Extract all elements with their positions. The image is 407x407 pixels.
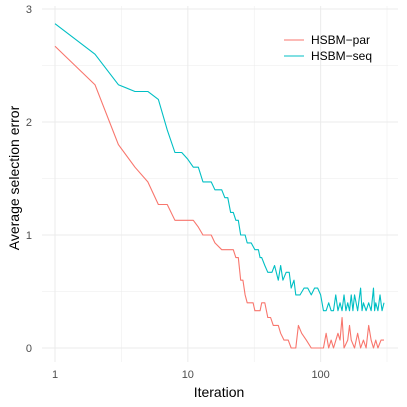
legend: HSBM−par HSBM−seq xyxy=(284,33,372,63)
x-tick-label: 100 xyxy=(311,369,329,381)
y-axis: 0 1 2 3 xyxy=(26,4,32,355)
grid xyxy=(42,6,398,362)
plot-area xyxy=(54,23,385,349)
x-tick-label: 1 xyxy=(52,369,58,381)
x-axis: 1 10 100 xyxy=(52,369,330,381)
legend-label-hsbm-seq: HSBM−seq xyxy=(311,49,372,63)
y-axis-title: Average selection error xyxy=(6,105,22,250)
y-tick-label: 0 xyxy=(26,343,32,355)
legend-label-hsbm-par: HSBM−par xyxy=(311,33,370,47)
x-tick-label: 10 xyxy=(182,369,194,381)
series-line-hsbm-par xyxy=(54,45,384,349)
y-tick-label: 2 xyxy=(26,117,32,129)
x-axis-title: Iteration xyxy=(194,384,245,400)
y-tick-label: 3 xyxy=(26,4,32,16)
y-tick-label: 1 xyxy=(26,230,32,242)
series-line-hsbm-seq xyxy=(54,23,385,312)
